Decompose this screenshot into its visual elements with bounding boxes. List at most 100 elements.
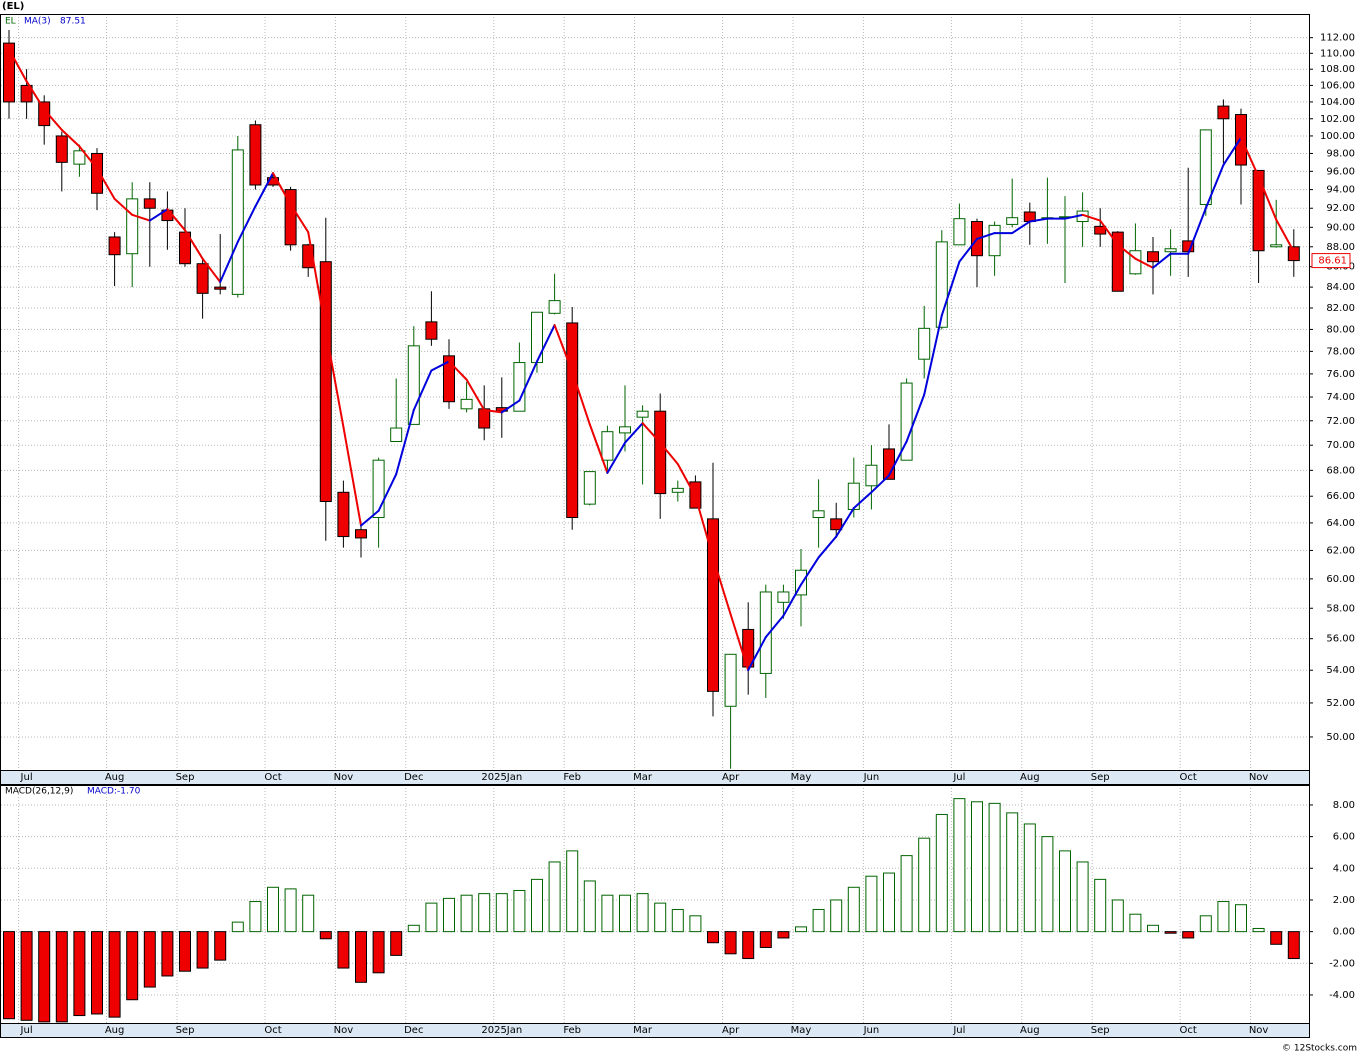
candle-body [1217,105,1230,120]
y-tick-label: 84.00 [1326,282,1355,293]
macd-bar [1287,931,1300,960]
x-tick-label: Aug [105,1025,125,1036]
x-tick-label: Feb [563,772,581,783]
last-price-box [1311,253,1351,269]
x-tick-label: May [791,1025,812,1036]
ma-segment [465,378,486,412]
macd-bar [742,931,755,960]
ma-segment [905,393,926,443]
candle-body [900,382,913,461]
ma-segment [342,425,362,527]
candle-body [707,518,719,692]
y-tick-label: 78.00 [1326,346,1355,357]
candle-body [55,135,68,163]
x-tick-label: Nov [1249,772,1269,783]
macd-bar [1023,823,1036,933]
macd-bar [619,894,631,933]
ma-segment [148,208,169,222]
ma-segment [518,360,538,402]
macd-bar [1076,861,1089,933]
y-tick-label: 94.00 [1326,185,1355,196]
ma-segment [747,636,767,672]
candle-body [548,300,561,314]
macd-bar [1094,878,1107,933]
candle-body [601,431,614,461]
ma-segment [166,208,186,232]
candle-body [355,529,367,539]
x-tick-label: Jul [20,772,33,783]
x-tick-label: Aug [105,772,125,783]
y-tick-label: 8.00 [1333,800,1355,811]
ma-segment [1204,164,1225,210]
macd-bar [636,893,649,933]
ma-segment [870,474,890,494]
ma-segment [782,583,802,617]
ma-segment [1081,213,1102,222]
x-tick-label: Sep [176,1025,195,1036]
candle-body [830,518,843,531]
y-tick-label: 98.00 [1326,148,1355,159]
macd-bar [267,886,279,933]
macd-bar [214,931,227,961]
y-tick-label: 104.00 [1320,97,1355,108]
macd-bar [355,931,367,983]
y-tick-label: 90.00 [1326,222,1355,233]
ma-segment [8,48,28,83]
macd-bar [707,931,719,944]
ma-segment [60,128,81,148]
candle-body [478,408,491,429]
candle-body [759,591,772,674]
y-tick-label: 2.00 [1333,895,1355,906]
candle-body [443,355,455,403]
macd-bar [513,889,526,933]
x-tick-label: Jul [20,1025,33,1036]
y-tick-label: 4.00 [1333,863,1355,874]
last-price: 86.61 [1318,256,1347,267]
macd-bar [1199,915,1212,933]
ma-segment [254,172,274,208]
candle-body [179,231,191,265]
macd-bar [654,902,667,933]
macd-bar [777,931,790,939]
macd-bar [812,908,825,933]
x-tick-label: Feb [563,1025,581,1036]
candle-body [671,487,684,493]
ma-segment [606,441,626,474]
macd-date-strip [0,1023,1310,1038]
macd-bar [1217,901,1230,933]
macd-bar [20,931,33,1021]
candle-body [1252,169,1265,252]
macd-bar [302,894,315,933]
ma-segment [588,423,609,474]
ma-segment [78,145,98,170]
macd-bar [1252,927,1265,933]
candle-body [724,653,737,707]
macd-bar [883,872,895,933]
candle-body [284,189,297,246]
macd-bar [460,894,473,933]
ma-segment [430,360,450,372]
x-tick-label: Jul [952,1025,965,1036]
y-tick-label: 66.00 [1326,491,1355,502]
macd-bar [1129,913,1142,933]
x-tick-label: Aug [1020,772,1040,783]
macd-bar [531,878,543,933]
macd-bar [478,893,491,933]
x-tick-label: Nov [334,772,354,783]
x-tick-label: Sep [1091,1025,1110,1036]
ma-segment [500,399,521,414]
ma-segment [184,229,204,260]
candle-body [1129,250,1142,275]
candle-body [1147,251,1159,263]
y-tick-label: 76.00 [1326,369,1355,380]
y-tick-label: 110.00 [1320,48,1355,59]
candle-body [1111,231,1124,292]
ma-segment [25,80,46,111]
macd-bar [724,931,737,955]
macd-bar [918,837,931,933]
macd-bar [689,915,702,933]
x-tick-label: Jul [952,772,965,783]
macd-bar [566,850,579,933]
x-tick-label: Mar [633,772,653,783]
y-tick-label: 56.00 [1326,634,1355,645]
